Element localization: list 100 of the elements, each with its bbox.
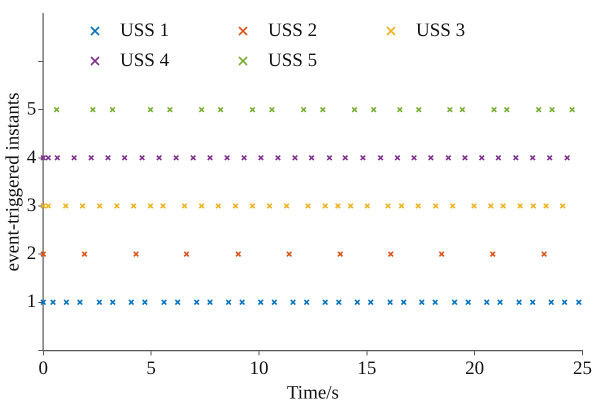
point (342, 154, 348, 161)
point (530, 299, 536, 306)
x-axis-title: Time/s (286, 382, 339, 404)
point (139, 154, 146, 161)
point (320, 106, 326, 113)
point (351, 106, 358, 113)
legend-label: USS 3 (416, 20, 466, 42)
y-axis-title: event-triggered instants (2, 92, 24, 272)
point (410, 154, 418, 161)
point (490, 251, 496, 258)
point (512, 154, 519, 161)
point (54, 154, 60, 161)
point (79, 202, 86, 210)
y-tick-label: 4 (26, 146, 37, 168)
point (147, 106, 154, 113)
point (334, 202, 341, 210)
point (387, 299, 394, 306)
point (548, 299, 554, 306)
point (360, 154, 366, 161)
point (300, 106, 307, 113)
legend-label: USS 5 (268, 50, 318, 72)
point (218, 106, 224, 113)
point (546, 154, 553, 161)
point (384, 202, 392, 210)
point (368, 299, 374, 306)
point (40, 251, 46, 258)
point (484, 299, 490, 306)
y-tick-label: 1 (26, 291, 36, 312)
point (337, 251, 344, 258)
point (549, 106, 556, 113)
point (445, 154, 452, 161)
point (128, 299, 134, 306)
point (560, 202, 566, 210)
point (40, 154, 46, 161)
point (183, 251, 190, 258)
point (394, 154, 401, 161)
point (284, 202, 290, 210)
y-tick-label: 3 (26, 194, 36, 216)
point (497, 299, 504, 306)
point (40, 202, 46, 210)
x-tick-label: 10 (249, 358, 268, 379)
point (130, 202, 137, 210)
point (488, 202, 494, 210)
point (249, 106, 256, 113)
point (249, 202, 256, 210)
point (491, 106, 498, 113)
point (174, 299, 181, 306)
point (370, 106, 377, 113)
point (286, 251, 292, 258)
point (326, 154, 333, 161)
point (206, 154, 214, 161)
point (541, 251, 548, 258)
point (542, 202, 550, 210)
point (268, 106, 275, 113)
point (241, 154, 248, 161)
x-tick-label: 25 (573, 358, 592, 379)
x-tick-label: 20 (465, 358, 484, 379)
point (232, 202, 239, 210)
point (400, 299, 407, 306)
legend-label: USS 2 (268, 20, 318, 42)
point (446, 106, 453, 113)
legend-label: USS 1 (120, 20, 170, 42)
point (517, 202, 524, 210)
point (63, 299, 70, 306)
point (530, 154, 536, 161)
point (398, 202, 405, 210)
point (564, 154, 570, 161)
point (516, 299, 522, 306)
point (110, 299, 116, 306)
point (88, 154, 94, 161)
point (348, 202, 354, 210)
point (96, 202, 103, 210)
point (438, 251, 445, 258)
point (114, 202, 120, 210)
point (308, 154, 315, 161)
point (450, 202, 456, 210)
point (71, 154, 78, 161)
point (198, 202, 205, 210)
x-tick-label: 0 (38, 358, 48, 379)
point (190, 154, 196, 161)
point (258, 299, 264, 306)
point (415, 202, 422, 210)
point (226, 299, 232, 306)
y-tick-label: 5 (26, 98, 36, 120)
point (173, 154, 180, 161)
point (478, 154, 485, 161)
point (235, 251, 242, 258)
point (96, 299, 102, 306)
point (432, 202, 439, 210)
point (354, 299, 360, 306)
x-tick-label: 5 (146, 358, 156, 379)
point (45, 202, 52, 210)
point (504, 106, 510, 113)
point (418, 299, 425, 306)
point (304, 202, 311, 210)
point (122, 154, 128, 161)
point (239, 299, 246, 306)
point (536, 106, 542, 113)
point (336, 299, 342, 306)
y-tick-label: 2 (26, 243, 36, 264)
